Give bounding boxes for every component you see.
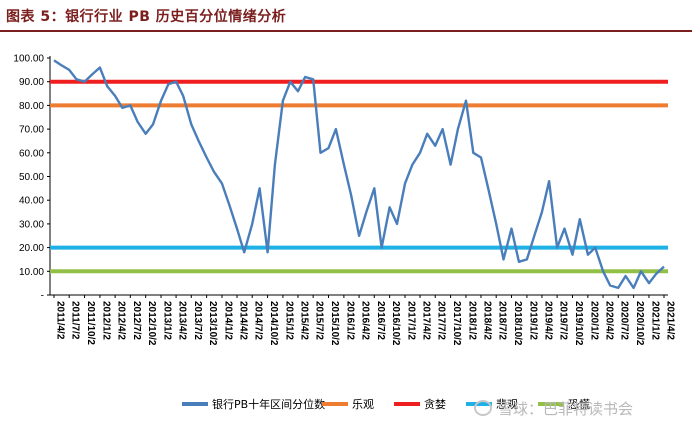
title-divider <box>0 30 692 32</box>
legend-label: 贪婪 <box>424 397 446 411</box>
x-tick-label: 2017/1/2 <box>406 301 417 340</box>
x-tick-label: 2019/4/2 <box>542 301 553 340</box>
x-tick-label: 2018/7/2 <box>497 301 508 340</box>
x-tick-label: 2019/10/2 <box>573 301 584 346</box>
y-tick-label: 30.00 <box>19 219 44 230</box>
y-tick-label: 40.00 <box>19 196 44 207</box>
x-tick-label: 2015/1/2 <box>283 301 294 340</box>
x-tick-label: 2020/7/2 <box>619 301 630 340</box>
x-tick-label: 2014/1/2 <box>222 301 233 340</box>
y-tick-label: 100.00 <box>13 54 44 65</box>
x-tick-label: 2011/4/2 <box>55 301 66 340</box>
x-tick-label: 2016/10/2 <box>390 301 401 346</box>
x-tick-label: 2017/7/2 <box>436 301 447 340</box>
x-tick-label: 2020/1/2 <box>588 301 599 340</box>
x-tick-label: 2021/4/2 <box>665 301 676 340</box>
y-axis-ticks: 100.00 90.00 80.00 70.00 60.00 50.00 40.00 30.0… <box>13 54 50 302</box>
x-tick-label: 2017/10/2 <box>451 301 462 346</box>
x-tick-label: 2014/4/2 <box>238 301 249 340</box>
x-tick-label: 2016/1/2 <box>344 301 355 340</box>
x-tick-label: 2019/7/2 <box>558 301 569 340</box>
y-tick-label: 20.00 <box>19 243 44 254</box>
x-tick-label: 2015/10/2 <box>329 301 340 346</box>
legend-label: 恐慌 <box>568 398 590 411</box>
x-tick-label: 2012/10/2 <box>146 301 157 346</box>
x-tick-label: 2018/10/2 <box>512 301 523 346</box>
x-tick-label: 2021/1/2 <box>649 301 660 340</box>
x-axis-ticks: 2011/4/2 2011/7/2 2011/10/2 2012/1/2 2012/4/… <box>53 295 676 346</box>
x-tick-label: 2020/10/2 <box>634 301 645 346</box>
x-tick-label: 2016/7/2 <box>375 301 386 340</box>
x-tick-label: 2013/4/2 <box>177 301 188 340</box>
legend-label: 银行PB十年区间分位数 <box>212 397 325 411</box>
legend-label: 乐观 <box>352 398 374 411</box>
chart-title: 图表 5：银行行业 PB 历史百分位情绪分析 <box>6 9 287 25</box>
y-tick-label: - <box>41 291 44 302</box>
reference-lines <box>50 79 668 274</box>
x-tick-label: 2015/7/2 <box>314 301 325 340</box>
x-tick-label: 2014/10/2 <box>268 301 279 346</box>
watermark-icon <box>474 400 492 416</box>
y-tick-label: 10.00 <box>19 267 44 278</box>
y-tick-label: 50.00 <box>19 172 44 183</box>
y-tick-label: 60.00 <box>19 148 44 159</box>
x-tick-label: 2018/1/2 <box>466 301 477 340</box>
x-tick-label: 2013/7/2 <box>192 301 203 340</box>
x-tick-label: 2018/4/2 <box>481 301 492 340</box>
x-tick-label: 2016/4/2 <box>360 301 371 340</box>
legend: 银行PB十年区间分位数 乐观 贪婪 悲观 恐慌 <box>182 397 590 411</box>
x-tick-label: 2017/4/2 <box>421 301 432 340</box>
x-tick-label: 2013/1/2 <box>162 301 173 340</box>
x-tick-label: 2012/1/2 <box>100 301 111 340</box>
x-tick-label: 2011/10/2 <box>85 301 96 345</box>
x-tick-label: 2015/4/2 <box>298 301 309 340</box>
series-line-0 <box>53 59 665 290</box>
y-tick-label: 90.00 <box>19 77 44 88</box>
watermark-text: 雪球：巴菲特读书会 <box>498 400 634 418</box>
x-tick-label: 2013/10/2 <box>207 301 218 346</box>
x-tick-label: 2011/7/2 <box>70 301 81 340</box>
x-tick-label: 2014/7/2 <box>253 301 264 340</box>
y-tick-label: 70.00 <box>19 125 44 136</box>
series-layer <box>53 59 665 290</box>
x-tick-label: 2020/4/2 <box>604 301 615 340</box>
x-tick-label: 2012/7/2 <box>131 301 142 340</box>
x-tick-label: 2019/1/2 <box>527 301 538 340</box>
axes <box>49 56 668 296</box>
x-tick-label: 2012/4/2 <box>116 301 127 340</box>
y-tick-label: 80.00 <box>19 101 44 112</box>
legend-label: 悲观 <box>496 397 518 411</box>
